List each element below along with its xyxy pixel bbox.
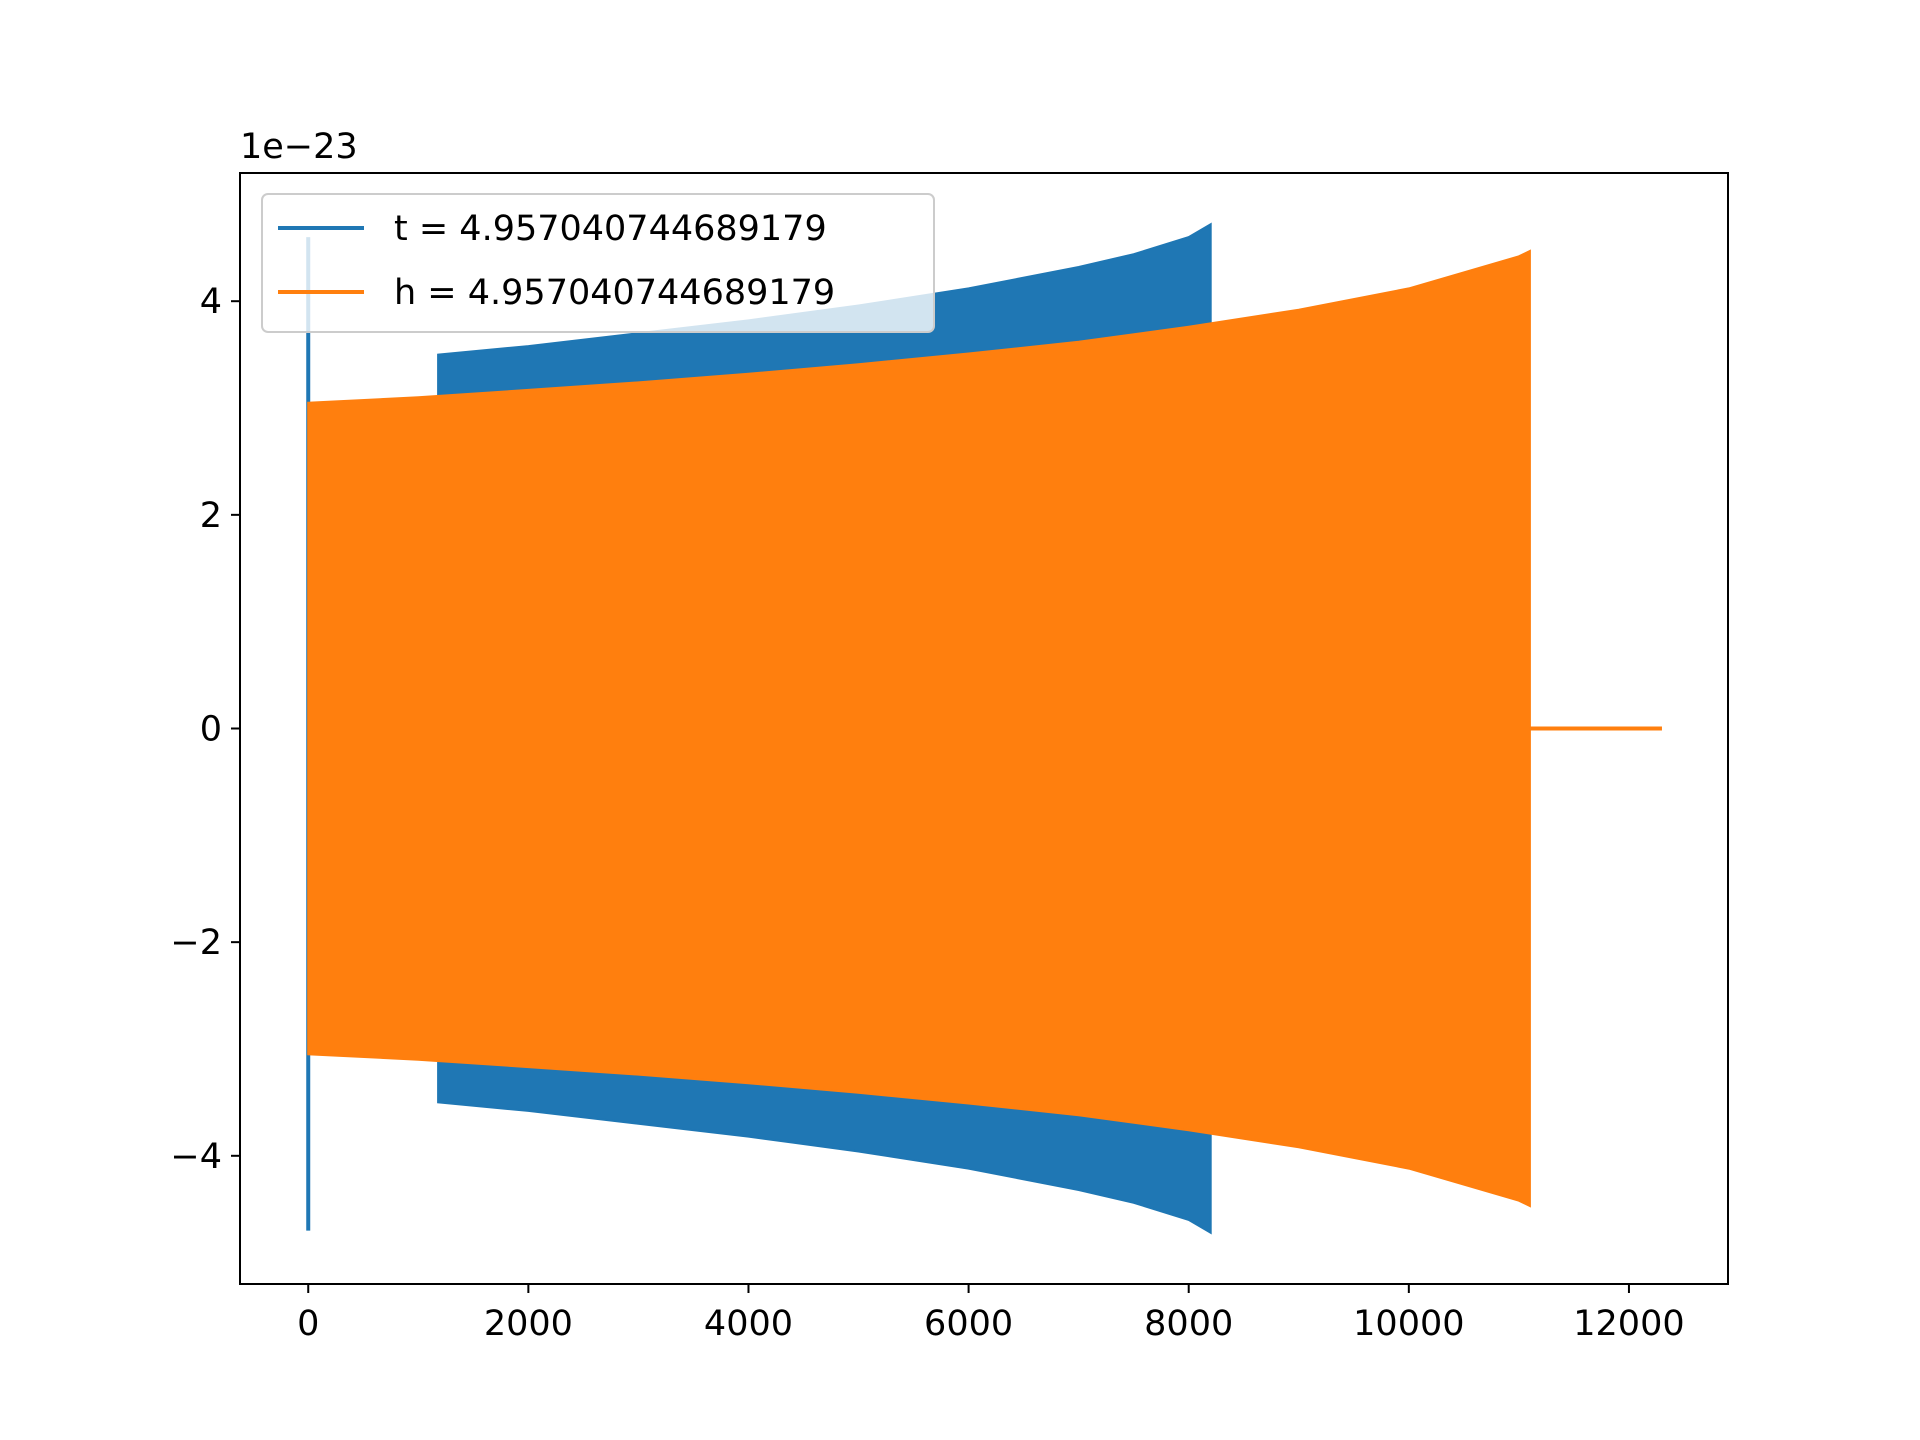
- y-tick-label: 2: [200, 496, 222, 536]
- legend-label-t: t = 4.957040744689179: [394, 209, 827, 249]
- x-axis: 0 2000 4000 6000 8000 10000 12000: [297, 1284, 1685, 1344]
- plot-area: [306, 222, 1662, 1235]
- y-tick-label: −2: [170, 923, 222, 963]
- y-offset-text: 1e−23: [240, 127, 358, 167]
- x-tick-label: 10000: [1353, 1304, 1464, 1344]
- y-tick-label: 4: [200, 282, 222, 322]
- legend: t = 4.957040744689179 h = 4.957040744689…: [261, 193, 935, 333]
- legend-label-h: h = 4.957040744689179: [394, 273, 835, 313]
- x-tick-label: 6000: [924, 1304, 1013, 1344]
- x-tick-label: 8000: [1144, 1304, 1233, 1344]
- y-axis: −4 −2 0 2 4: [170, 282, 240, 1177]
- series-h-oscillation: [307, 249, 1531, 1208]
- x-tick-label: 0: [297, 1304, 319, 1344]
- series-h: [307, 249, 1662, 1208]
- y-tick-label: 0: [200, 710, 222, 750]
- x-tick-label: 4000: [704, 1304, 793, 1344]
- x-tick-label: 12000: [1573, 1304, 1684, 1344]
- legend-box: [261, 193, 935, 333]
- y-tick-label: −4: [170, 1137, 222, 1177]
- x-tick-label: 2000: [484, 1304, 573, 1344]
